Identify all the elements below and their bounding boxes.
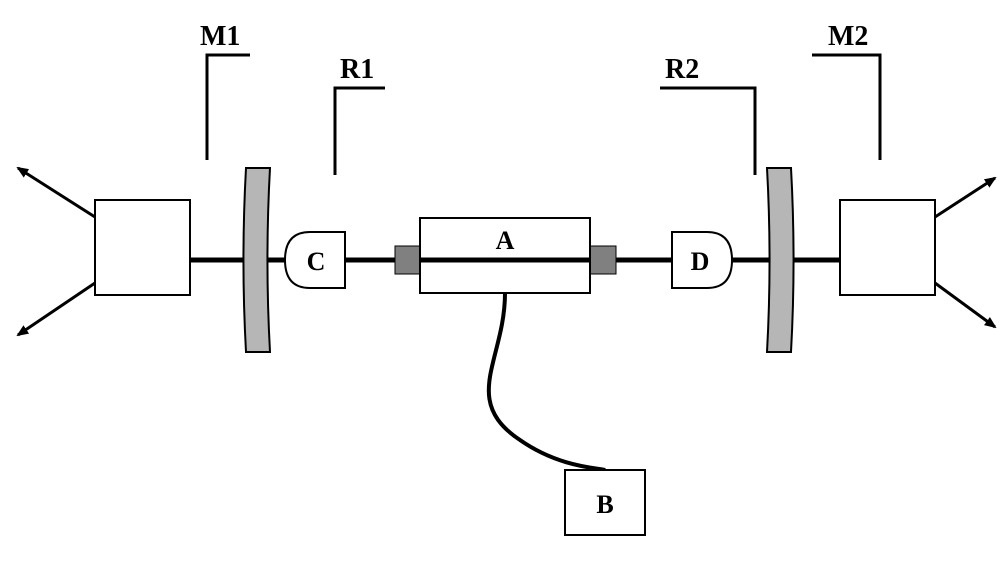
box-M2 xyxy=(840,200,935,295)
label-B: B xyxy=(596,490,613,519)
label-C: C xyxy=(307,247,326,276)
box-M1 xyxy=(95,200,190,295)
arrow-left-up xyxy=(18,168,95,217)
label-R2: R2 xyxy=(665,54,699,85)
mirror-R2 xyxy=(767,168,794,352)
label-M2: M2 xyxy=(828,21,868,52)
leader-R1 xyxy=(335,88,385,175)
lead-A-to-B xyxy=(489,293,605,470)
label-M1: M1 xyxy=(200,21,240,52)
label-A: A xyxy=(496,226,515,255)
arrow-right-down xyxy=(935,283,995,327)
leader-M1 xyxy=(207,55,250,160)
arrow-right-up xyxy=(935,178,995,217)
label-R1: R1 xyxy=(340,54,374,85)
leader-M2 xyxy=(812,55,880,160)
mirror-R1 xyxy=(243,168,270,352)
diagram-canvas: C D A B M1 R1 R2 M2 xyxy=(0,0,1000,569)
leader-R2 xyxy=(660,88,755,175)
arrow-left-down xyxy=(18,283,95,335)
label-D: D xyxy=(691,247,710,276)
